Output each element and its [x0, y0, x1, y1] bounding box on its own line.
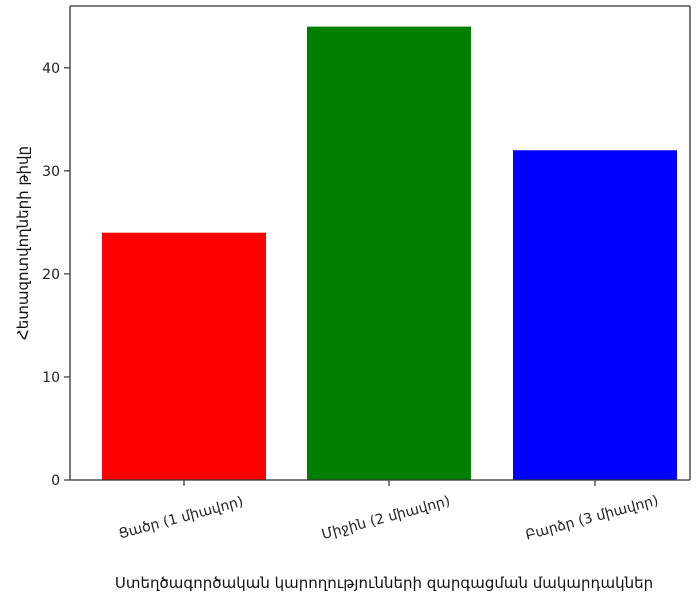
y-axis-ticks: 0 10 20 30 40 — [42, 61, 70, 489]
plot-area — [102, 27, 677, 480]
y-tick-label: 20 — [42, 267, 60, 283]
x-axis-label: Ստեղծագործական կարողությունների զարգացմա… — [115, 574, 653, 592]
y-tick-label: 10 — [42, 370, 60, 386]
x-axis-ticks: Ցածր (1 միավոր) Միջին (2 միավոր) Բարձր (3 … — [117, 480, 660, 544]
y-tick-label: 0 — [51, 473, 60, 489]
x-tick-label: Բարձր (3 միավոր) — [524, 493, 660, 544]
y-axis-label: Հետազոտվողների թիվը — [14, 146, 32, 340]
bar — [102, 233, 266, 480]
y-tick-label: 30 — [42, 164, 60, 180]
x-tick-label: Ցածր (1 միավոր) — [117, 494, 245, 543]
y-tick-label: 40 — [42, 61, 60, 77]
bar — [307, 27, 471, 480]
x-tick-label: Միջին (2 միավոր) — [320, 493, 452, 543]
bar — [513, 150, 677, 480]
